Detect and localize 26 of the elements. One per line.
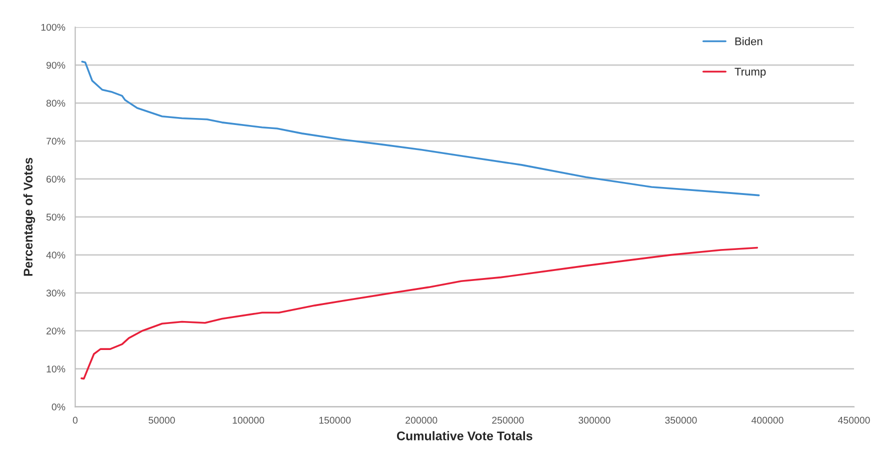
y-tick-label: 0% (52, 404, 66, 410)
x-tick-label: 300000 (578, 416, 610, 424)
x-tick-label: 50000 (148, 416, 175, 424)
y-tick-label: 90% (46, 62, 66, 69)
x-tick-label: 150000 (319, 416, 351, 424)
x-tick-label: 350000 (665, 416, 697, 424)
y-tick-label: 100% (41, 24, 66, 31)
x-tick-label: 100000 (232, 416, 264, 424)
y-tick-label: 70% (46, 138, 66, 145)
x-tick-label: 450000 (838, 416, 870, 424)
legend-label: Biden (735, 37, 762, 46)
y-tick-label: 50% (46, 214, 66, 221)
line-series (80, 246, 758, 380)
x-axis-title: Cumulative Vote Totals (396, 431, 532, 440)
y-axis-title: Percentage of Votes (23, 158, 36, 276)
y-tick-label: 60% (46, 176, 66, 183)
x-tick-label: 200000 (406, 416, 438, 424)
y-tick-label: 10% (46, 366, 66, 372)
x-tick-label: 250000 (492, 416, 524, 424)
x-tick-label: 400000 (751, 416, 784, 424)
legend-label: Trump (734, 68, 766, 78)
y-tick-label: 80% (46, 100, 66, 107)
x-tick-label: 0 (72, 416, 78, 424)
y-tick-label: 30% (46, 290, 66, 297)
y-tick-label: 20% (46, 328, 66, 334)
y-tick-label: 40% (46, 252, 66, 259)
